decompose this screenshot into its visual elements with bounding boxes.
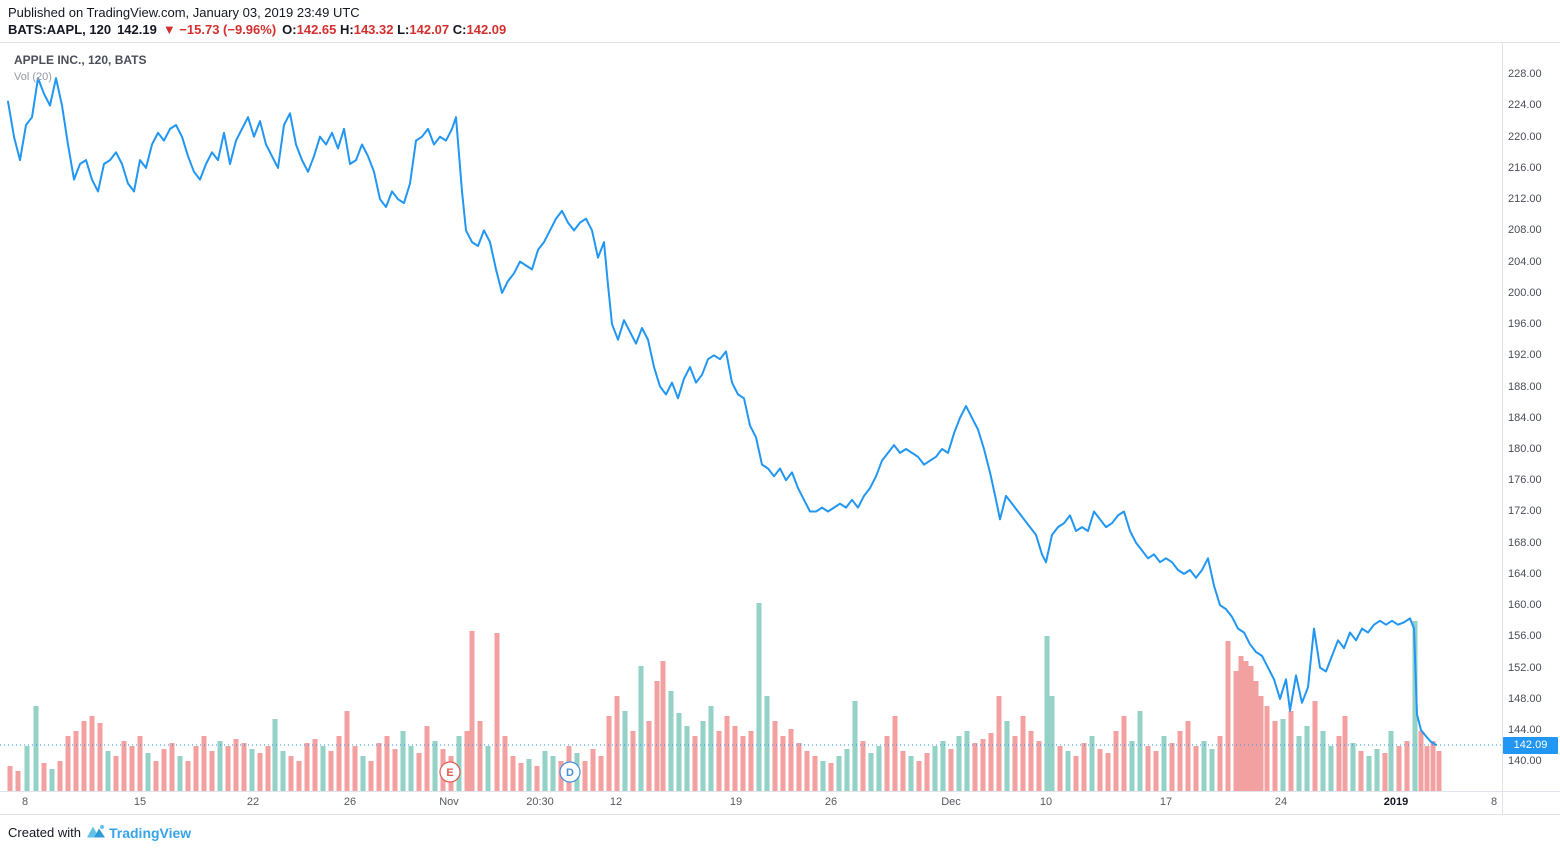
- chart-legend: APPLE INC., 120, BATS Vol (20): [14, 53, 146, 83]
- ohlc-value: 143.32: [353, 22, 394, 37]
- legend-symbol-title[interactable]: APPLE INC., 120, BATS: [14, 53, 147, 67]
- price-tick-label: 184.00: [1508, 411, 1542, 424]
- price-tick-label: 152.00: [1508, 661, 1542, 674]
- price-tick-label: 180.00: [1508, 443, 1542, 455]
- price-tick-label: 176.00: [1508, 474, 1542, 487]
- tradingview-brand-link[interactable]: TradingView: [108, 824, 192, 841]
- axis-separator-line: [1502, 42, 1503, 815]
- ohlc-values: O:142.65 H:143.32 L:142.07 C:142.09: [282, 22, 506, 37]
- price-tick-label: 172.00: [1508, 505, 1542, 518]
- price-tick-label: 188.00: [1508, 380, 1542, 393]
- legend-volume-indicator[interactable]: Vol (20): [14, 71, 52, 83]
- ohlc-label: C:: [449, 22, 467, 37]
- last-price: 142.19: [117, 22, 157, 37]
- time-tick-label: 22: [246, 796, 260, 808]
- dividend-marker: D: [559, 761, 581, 783]
- svg-text:D: D: [566, 767, 574, 779]
- price-tick-label: 192.00: [1508, 349, 1542, 362]
- price-tick-label: 224.00: [1508, 99, 1542, 112]
- price-tick-label: 216.00: [1508, 161, 1542, 174]
- volume-bars: [7, 603, 1442, 791]
- time-tick-label: 26: [824, 796, 838, 808]
- price-tick-label: 228.00: [1508, 68, 1542, 81]
- tradingview-logo-icon[interactable]: [86, 824, 105, 841]
- published-line: Published on TradingView.com, January 03…: [8, 5, 360, 20]
- time-tick-label: Nov: [439, 796, 459, 808]
- price-tick-label: 196.00: [1508, 318, 1542, 331]
- time-tick-label: 24: [1274, 796, 1288, 808]
- price-tick-label: 160.00: [1508, 599, 1542, 612]
- time-tick-label: 19: [729, 796, 743, 808]
- price-tick-label: 200.00: [1508, 286, 1542, 299]
- ohlc-label: O:: [282, 22, 297, 37]
- time-axis[interactable]: 8 15 22 26 Nov 20:30 12 19 26 Dec 10 17 24 2019 8: [0, 791, 1560, 815]
- svg-text:E: E: [446, 767, 453, 779]
- time-tick-label: 15: [133, 796, 147, 808]
- price-tick-label: 168.00: [1508, 536, 1542, 549]
- price-tick-label: 144.00: [1508, 724, 1542, 737]
- price-tick-label: 156.00: [1508, 630, 1542, 643]
- ohlc-label: L:: [393, 22, 410, 37]
- current-price-tag: 142.09: [1503, 736, 1558, 754]
- symbol-line: BATS:AAPL, 120 142.19 ▼ −15.73 (−9.96%) O:1…: [8, 22, 506, 37]
- ohlc-label: H:: [336, 22, 354, 37]
- price-line-series: [7, 77, 1437, 746]
- ohlc-value: 142.09: [466, 22, 507, 37]
- price-tick-label: 208.00: [1508, 224, 1542, 237]
- time-tick-label: 8: [1490, 796, 1498, 808]
- price-tick-label: 164.00: [1508, 567, 1542, 580]
- price-tick-label: 212.00: [1508, 193, 1542, 206]
- ohlc-value: 142.07: [409, 22, 450, 37]
- price-change: ▼ −15.73 (−9.96%): [162, 22, 277, 37]
- time-tick-label: 26: [343, 796, 357, 808]
- price-tick-label: 204.00: [1508, 255, 1542, 268]
- time-tick-label: Dec: [941, 796, 961, 808]
- price-tick-label: 140.00: [1508, 755, 1542, 768]
- created-with-label: Created with: [8, 825, 81, 840]
- time-tick-label: 20:30: [526, 796, 554, 808]
- price-tick-label: 220.00: [1508, 130, 1542, 143]
- earnings-marker: E: [439, 761, 461, 783]
- time-tick-label: 12: [609, 796, 623, 808]
- time-tick-label: 8: [21, 796, 29, 808]
- time-tick-label: 17: [1159, 796, 1173, 808]
- time-tick-label: 10: [1039, 796, 1053, 808]
- symbol-interval: BATS:AAPL, 120: [8, 22, 112, 37]
- time-tick-label: 2019: [1383, 796, 1409, 808]
- footer-attribution: Created with TradingView: [8, 824, 191, 841]
- price-tick-label: 148.00: [1508, 692, 1542, 705]
- price-axis[interactable]: 228.00 224.00 220.00 216.00 212.00 208.00 204.…: [1502, 43, 1560, 791]
- ohlc-value: 142.65: [296, 22, 337, 37]
